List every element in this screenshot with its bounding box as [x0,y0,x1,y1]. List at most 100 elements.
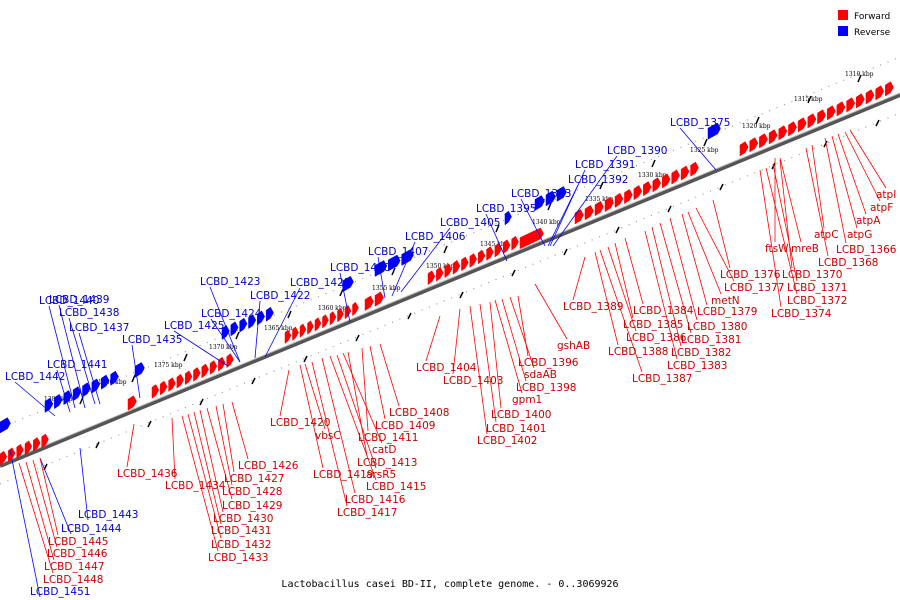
gene-glyph[interactable] [788,121,797,137]
gene-glyph[interactable] [856,93,865,109]
gene-label[interactable]: atpF [870,202,893,214]
gene-label[interactable]: LCBD_1387 [632,373,692,385]
gene-glyph[interactable] [292,326,299,341]
gene-glyph[interactable] [680,165,690,181]
gene-glyph[interactable] [749,137,759,153]
gene-glyph[interactable] [201,363,209,379]
gene-label[interactable]: LCBD_1427 [224,473,284,485]
gene-label[interactable]: LCBD_1393 [511,188,571,200]
gene-glyph[interactable] [807,113,817,129]
gene-label[interactable]: LCBD_1423 [200,276,260,288]
gene-label[interactable]: metN [711,295,740,307]
gene-glyph[interactable] [604,196,614,213]
gene-label[interactable]: LCBD_1398 [516,382,576,394]
gene-label[interactable]: atpC [814,229,839,241]
gene-label[interactable]: LCBD_1404 [416,362,477,374]
gene-glyph[interactable] [519,227,544,250]
gene-label[interactable]: LCBD_1408 [389,407,449,419]
gene-label[interactable]: LCBD_1426 [238,460,299,472]
gene-label[interactable]: LCBD_1383 [667,360,727,372]
gene-glyph[interactable] [329,311,337,326]
gene-label[interactable]: LCBD_1421 [290,277,350,289]
gene-glyph[interactable] [176,373,184,389]
gene-label[interactable]: mreB [791,243,819,255]
gene-glyph[interactable] [477,249,486,265]
gene-glyph[interactable] [574,209,584,225]
gene-glyph[interactable] [652,177,662,193]
gene-label[interactable]: LCBD_1392 [568,174,628,186]
gene-glyph[interactable] [401,249,414,266]
gene-label[interactable]: LCBD_1420 [270,417,330,429]
gene-label[interactable]: LCBD_1407 [368,246,428,258]
gene-glyph[interactable] [151,384,160,399]
gene-glyph[interactable] [486,246,494,261]
gene-glyph[interactable] [452,260,461,275]
gene-glyph[interactable] [846,97,856,113]
gene-label[interactable]: LCBD_1372 [787,295,847,307]
gene-label[interactable]: LCBD_1402 [477,435,537,447]
gene-label[interactable]: atpA [856,215,881,227]
gene-glyph[interactable] [134,362,145,378]
gene-glyph[interactable] [817,109,826,125]
gene-glyph[interactable] [643,181,652,197]
gene-label[interactable]: LCBD_1379 [697,306,757,318]
gene-glyph[interactable] [388,254,401,272]
gene-glyph[interactable] [885,81,894,97]
gene-label[interactable]: LCBD_1432 [211,539,271,551]
gene-label[interactable]: LCBD_1429 [222,500,282,512]
gene-glyph[interactable] [739,141,749,157]
gene-label[interactable]: LCBD_1440 [39,295,99,307]
gene-glyph[interactable] [265,306,274,322]
gene-label[interactable]: LCBD_1366 [836,244,897,256]
gene-label[interactable]: LCBD_1391 [575,159,635,171]
gene-glyph[interactable] [82,382,91,398]
gene-label[interactable]: LCBD_1395 [476,203,536,215]
gene-label[interactable]: LCBD_1443 [78,509,138,521]
gene-glyph[interactable] [614,192,624,208]
gene-glyph[interactable] [0,450,8,466]
gene-label[interactable]: LCBD_1439 [49,294,109,306]
gene-label[interactable]: LCBD_1442 [5,371,65,383]
gene-glyph[interactable] [503,239,511,255]
gene-label[interactable]: LCBD_1422 [250,290,310,302]
gene-label[interactable]: LCBD_1371 [787,282,847,294]
gene-glyph[interactable] [633,185,643,201]
gene-glyph[interactable] [322,314,329,329]
gene-glyph[interactable] [218,356,226,372]
gene-glyph[interactable] [556,186,567,202]
gene-glyph[interactable] [374,260,388,277]
gene-glyph[interactable] [875,85,885,101]
gene-label[interactable]: LCBD_1415 [366,481,426,493]
gene-label[interactable]: LCBD_1437 [69,322,129,334]
gene-label[interactable]: LCBD_1434 [165,480,226,492]
gene-glyph[interactable] [494,242,503,258]
gene-glyph[interactable] [865,89,875,105]
gene-label[interactable]: LCBD_1390 [607,145,667,157]
gene-glyph[interactable] [352,301,359,317]
gene-label[interactable]: LCBD_1410 [330,262,390,274]
gene-label[interactable]: LCBD_1435 [122,334,182,346]
gene-glyph[interactable] [299,323,307,338]
gene-label[interactable]: LCBD_1406 [405,231,466,243]
gene-label[interactable]: LCBD_1381 [681,334,741,346]
gene-label[interactable]: LCBD_1413 [357,457,417,469]
gene-label[interactable]: LCBD_1385 [623,319,683,331]
gene-glyph[interactable] [594,200,604,217]
gene-glyph[interactable] [209,360,218,375]
gene-label[interactable]: LCBD_1388 [608,346,668,358]
gene-glyph[interactable] [461,256,469,272]
gene-label[interactable]: LCBD_1368 [818,257,878,269]
gene-glyph[interactable] [72,386,82,402]
gene-label[interactable]: LCBD_1389 [563,301,623,313]
gene-glyph[interactable] [759,133,768,149]
gene-label[interactable]: LCBD_1384 [633,305,694,317]
gene-label[interactable]: LCBD_1444 [61,523,122,535]
gene-label[interactable]: LCBD_1430 [213,513,273,525]
gene-label[interactable]: vbsC [315,430,341,442]
gene-glyph[interactable] [0,417,11,434]
gene-label[interactable]: LCBD_1370 [782,269,842,281]
gene-glyph[interactable] [444,263,452,279]
gene-glyph[interactable] [364,295,374,311]
gene-glyph[interactable] [307,320,314,335]
gene-label[interactable]: LCBD_1417 [337,507,397,519]
